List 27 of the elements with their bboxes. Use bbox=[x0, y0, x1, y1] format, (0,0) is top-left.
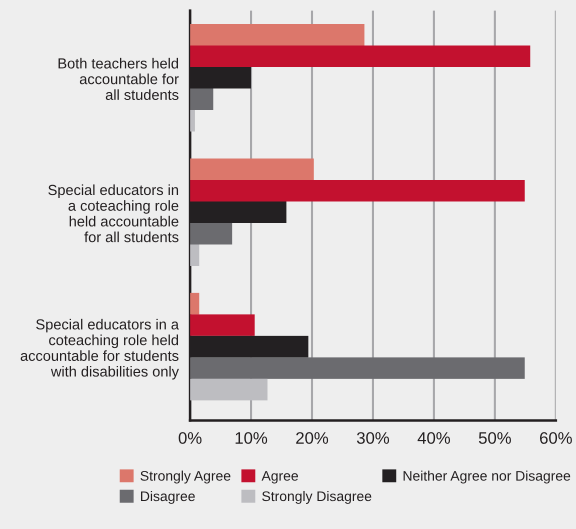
bar bbox=[190, 110, 195, 132]
bar bbox=[190, 244, 200, 266]
y-tick-label: Both teachers held accountable for all students bbox=[58, 58, 179, 100]
bar bbox=[190, 314, 255, 336]
bar bbox=[190, 88, 214, 110]
legend-label: Agree bbox=[262, 471, 298, 484]
x-tick-label: 10% bbox=[236, 432, 268, 444]
legend-label: Strongly Agree bbox=[140, 470, 230, 484]
x-tick-label: 30% bbox=[356, 432, 390, 444]
y-tick-label: Special educators in a coteaching role held accountable for students with disabilities only bbox=[20, 318, 179, 380]
bar bbox=[190, 46, 530, 68]
x-tick-label: 0% bbox=[178, 432, 202, 444]
x-tick-label: 20% bbox=[296, 432, 328, 444]
bar bbox=[190, 158, 314, 180]
x-tick-label: 50% bbox=[478, 432, 511, 444]
x-tick-label: 40% bbox=[418, 432, 450, 444]
x-tick-label: 60% bbox=[540, 432, 572, 444]
legend-label: Neither Agree nor Disagree bbox=[404, 470, 570, 484]
legend-label: Disagree bbox=[141, 490, 195, 504]
bar bbox=[190, 292, 200, 314]
bar bbox=[190, 222, 232, 244]
bar bbox=[190, 180, 525, 202]
y-tick-label: Special educators in a coteaching role held accountable for all students bbox=[48, 184, 178, 242]
legend-label: Strongly Disagree bbox=[262, 490, 372, 504]
bar bbox=[190, 24, 364, 46]
bar bbox=[190, 378, 268, 400]
bar bbox=[190, 357, 525, 379]
